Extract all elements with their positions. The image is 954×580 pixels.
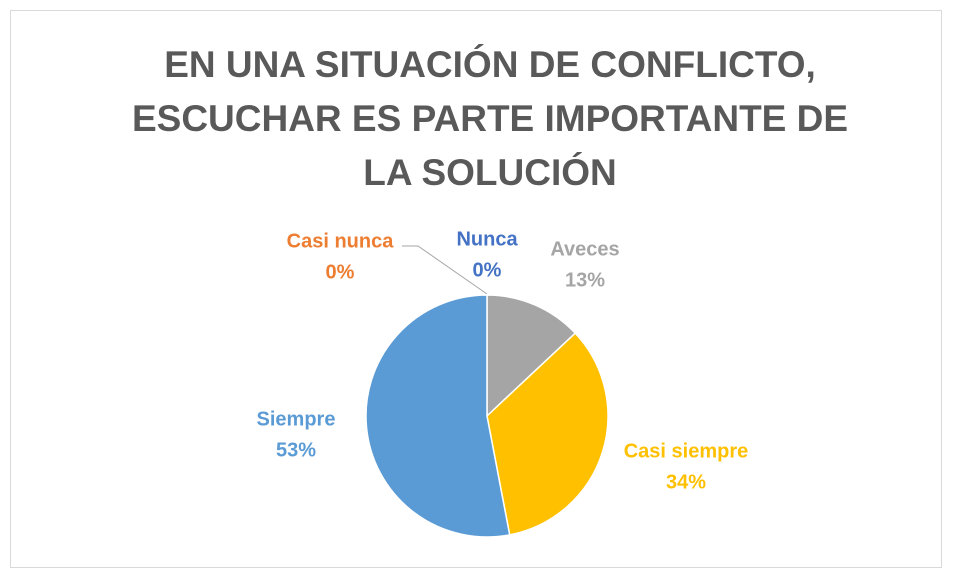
pie-slice <box>486 332 609 536</box>
slice-label-name: Nunca <box>456 228 518 250</box>
pie-slice <box>486 294 577 418</box>
slice-label-value: 0% <box>326 261 355 283</box>
slice-label-value: 0% <box>473 259 502 281</box>
slice-label-name: Aveces <box>550 238 619 260</box>
slice-label-value: 13% <box>565 269 605 291</box>
leader-line <box>402 245 488 295</box>
slice-label-name: Casi nunca <box>287 230 395 252</box>
chart-title: EN UNA SITUACIÓN DE CONFLICTO, ESCUCHAR … <box>131 44 849 193</box>
slice-label-value: 34% <box>666 471 706 493</box>
slice-label-name: Casi siempre <box>624 440 749 462</box>
slice-label-name: Siempre <box>257 408 336 430</box>
chart-frame <box>10 10 942 568</box>
pie-slice <box>365 294 511 538</box>
slice-label-value: 53% <box>276 439 316 461</box>
